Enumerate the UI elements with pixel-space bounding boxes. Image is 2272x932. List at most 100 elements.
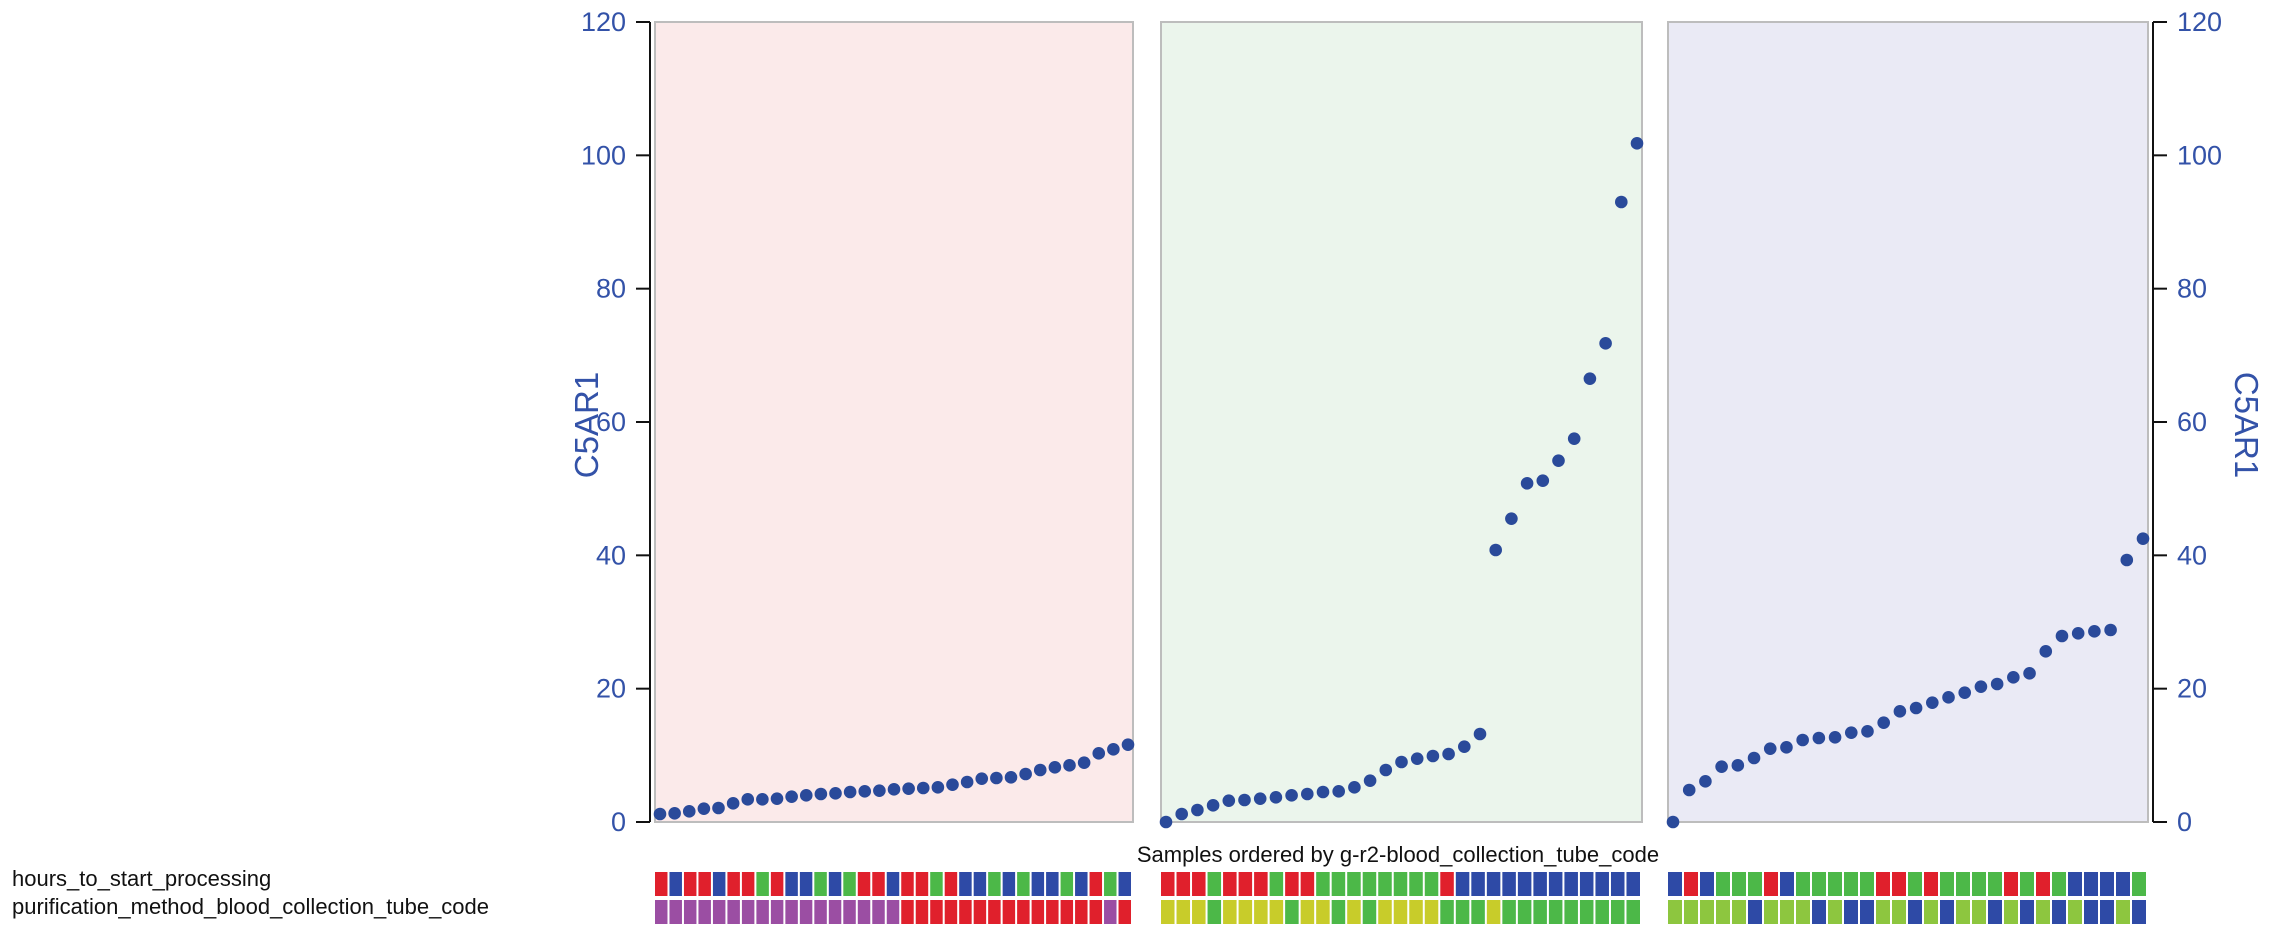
track-cell-r2-p2-16 xyxy=(1393,900,1408,924)
track-cell-r2-p3-8 xyxy=(1780,900,1794,924)
data-point-p3-4 xyxy=(1715,760,1728,773)
track-cell-r2-p1-4 xyxy=(698,900,711,924)
track-cell-r2-p2-20 xyxy=(1455,900,1470,924)
data-point-p2-30 xyxy=(1615,195,1628,209)
data-point-p1-32 xyxy=(1107,743,1120,756)
data-point-p2-21 xyxy=(1473,727,1487,741)
track-cell-r1-p3-21 xyxy=(1988,872,2002,896)
track-cell-r2-p1-30 xyxy=(1075,900,1088,924)
track-cell-r1-p3-17 xyxy=(1924,872,1938,896)
data-point-p1-12 xyxy=(814,787,828,801)
track-cell-r1-p2-25 xyxy=(1533,872,1547,896)
track-cell-r2-p1-32 xyxy=(1104,900,1117,924)
data-point-p2-26 xyxy=(1552,454,1565,467)
data-point-p2-18 xyxy=(1426,749,1440,763)
track-cell-r1-p3-5 xyxy=(1732,872,1746,896)
track-cell-r1-p2-13 xyxy=(1347,872,1361,896)
data-point-p3-14 xyxy=(1877,716,1890,729)
data-point-p3-25 xyxy=(2055,629,2069,643)
track-cell-r1-p1-15 xyxy=(857,872,871,896)
y-tick-label-right-4: 80 xyxy=(2177,274,2207,304)
track-cell-r2-p2-27 xyxy=(1564,900,1578,924)
track-cell-r1-p3-20 xyxy=(1972,872,1986,896)
data-point-p1-15 xyxy=(858,785,872,798)
track-cell-r1-p3-15 xyxy=(1892,872,1906,896)
track-cell-r1-p3-7 xyxy=(1764,872,1778,896)
y-tick-label-right-6: 120 xyxy=(2177,7,2222,37)
data-point-p3-15 xyxy=(1893,705,1907,718)
data-point-p1-2 xyxy=(668,807,681,820)
panel-1-background xyxy=(654,21,1134,823)
track-cell-r2-p3-1 xyxy=(1668,900,1682,924)
track-cell-r2-p2-23 xyxy=(1502,900,1516,924)
data-point-p1-4 xyxy=(697,802,711,815)
x-axis-title: Samples ordered by g-r2-blood_collection… xyxy=(1137,842,1659,867)
y-tick-label-left-1: 20 xyxy=(596,674,626,704)
track-cell-r2-p3-18 xyxy=(1940,900,1954,924)
data-point-p2-16 xyxy=(1395,755,1408,769)
track-cell-r2-p3-21 xyxy=(1988,900,2002,924)
track-cell-r1-p3-30 xyxy=(2132,872,2146,896)
track-cell-r2-p3-4 xyxy=(1716,900,1730,924)
track-cell-r2-p1-14 xyxy=(843,900,856,924)
data-point-p2-23 xyxy=(1505,512,1518,525)
track-cell-r1-p1-12 xyxy=(814,872,827,896)
track-cell-r1-p1-28 xyxy=(1046,872,1059,896)
track-cell-r1-p1-1 xyxy=(655,872,668,896)
data-point-p3-1 xyxy=(1666,815,1680,829)
track-cell-r1-p1-24 xyxy=(988,872,1001,896)
track-cell-r2-p1-12 xyxy=(814,900,827,924)
track-cell-r2-p2-21 xyxy=(1471,900,1485,924)
data-point-p2-5 xyxy=(1222,794,1236,807)
track-cell-r2-p1-29 xyxy=(1060,900,1074,924)
data-point-p2-8 xyxy=(1269,791,1283,804)
track-cell-r2-p2-4 xyxy=(1207,900,1222,924)
data-point-p3-10 xyxy=(1812,731,1826,745)
points-layer xyxy=(653,137,2150,829)
track-cell-r2-p2-12 xyxy=(1331,900,1346,924)
track-cell-r1-p2-1 xyxy=(1161,872,1175,896)
track-cell-r1-p3-28 xyxy=(2100,872,2114,896)
track-cell-r2-p1-26 xyxy=(1017,900,1030,924)
track-cell-r1-p3-13 xyxy=(1860,872,1874,896)
track-cell-r1-p1-19 xyxy=(915,872,929,896)
track-cell-r2-p3-28 xyxy=(2100,900,2114,924)
data-point-p3-6 xyxy=(1747,751,1761,765)
track-cell-r1-p2-23 xyxy=(1502,872,1516,896)
track-cell-r1-p3-26 xyxy=(2068,872,2082,896)
track-cell-r2-p1-28 xyxy=(1046,900,1059,924)
track-cell-r1-p1-10 xyxy=(785,872,798,896)
track-cell-r2-p1-33 xyxy=(1118,900,1131,924)
track-cell-r1-p1-2 xyxy=(669,872,682,896)
data-point-p3-19 xyxy=(1958,686,1972,699)
track-cell-r1-p2-26 xyxy=(1548,872,1563,896)
track-cell-r2-p2-28 xyxy=(1579,900,1594,924)
track-cell-r2-p2-7 xyxy=(1254,900,1268,924)
data-point-p3-30 xyxy=(2136,532,2150,545)
data-point-p1-30 xyxy=(1077,756,1091,769)
track-cell-r1-p2-20 xyxy=(1455,872,1470,896)
data-point-p2-22 xyxy=(1489,543,1502,557)
track-cell-r2-p1-16 xyxy=(872,900,885,924)
track-cell-r1-p2-9 xyxy=(1285,872,1299,896)
track-cell-r1-p1-23 xyxy=(973,872,987,896)
track-cell-r2-p1-18 xyxy=(901,900,914,924)
data-point-p3-2 xyxy=(1682,783,1696,797)
track-cell-r1-p1-7 xyxy=(741,872,755,896)
tracks-layer xyxy=(655,872,2146,924)
data-point-p2-9 xyxy=(1285,789,1298,802)
y-tick-label-right-1: 20 xyxy=(2177,674,2207,704)
track-cell-r1-p2-15 xyxy=(1378,872,1392,896)
track-cell-r1-p1-8 xyxy=(756,872,769,896)
track-cell-r2-p3-14 xyxy=(1876,900,1890,924)
track-cell-r1-p1-26 xyxy=(1017,872,1030,896)
track-cell-r1-p3-23 xyxy=(2020,872,2034,896)
track-cell-r2-p1-21 xyxy=(944,900,958,924)
data-point-p2-24 xyxy=(1520,477,1534,490)
track-cell-r1-p3-25 xyxy=(2052,872,2066,896)
track-cell-r1-p2-31 xyxy=(1626,872,1640,896)
track-cell-r1-p2-21 xyxy=(1471,872,1485,896)
track-cell-r1-p2-14 xyxy=(1362,872,1377,896)
data-point-p1-14 xyxy=(843,785,857,799)
